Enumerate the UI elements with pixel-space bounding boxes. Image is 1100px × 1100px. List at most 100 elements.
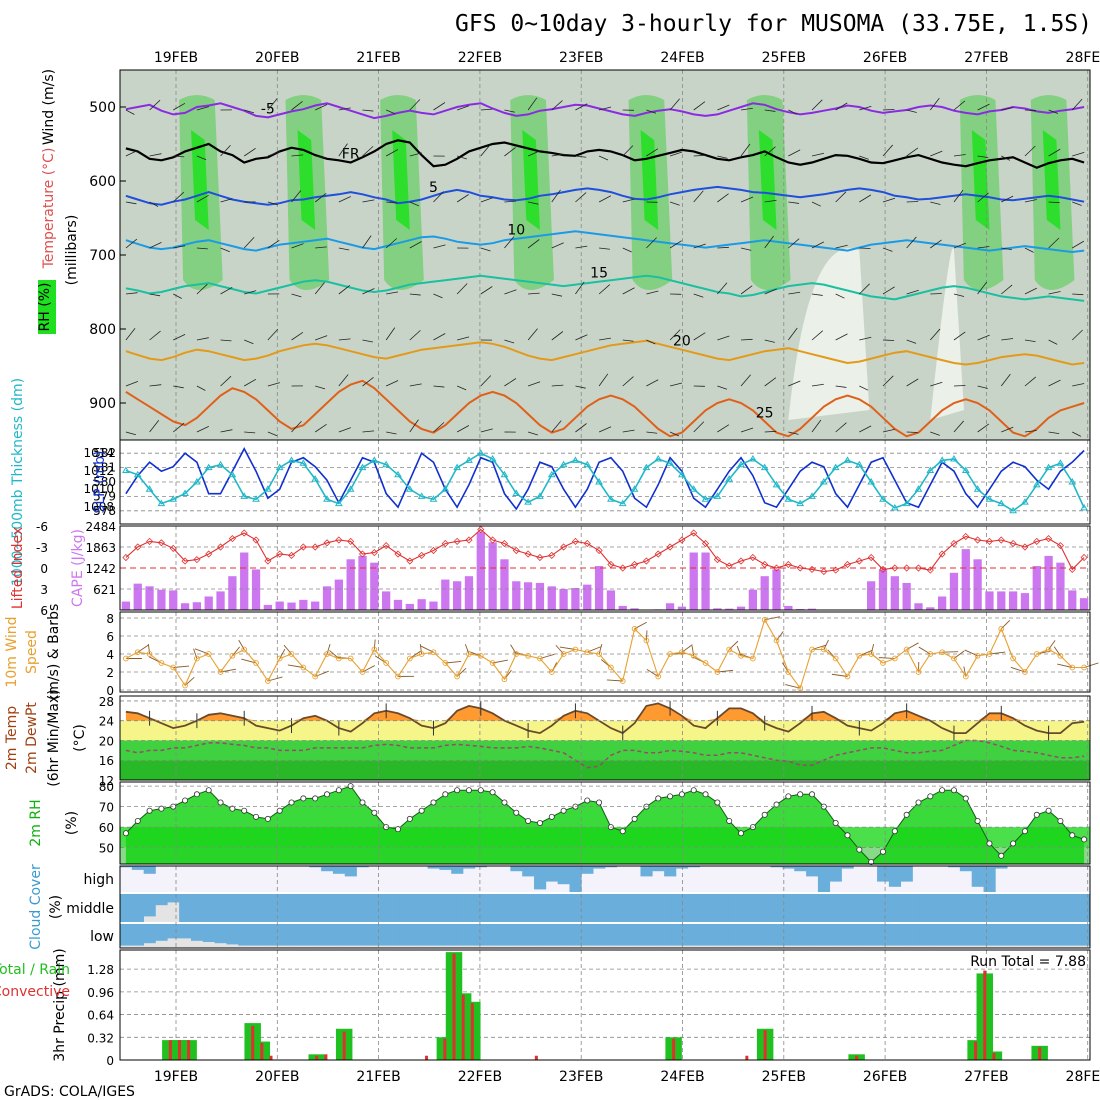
wind-barb — [149, 420, 160, 433]
series-marker — [997, 499, 1006, 507]
series-marker — [973, 485, 982, 492]
wind-barb — [1024, 145, 1036, 157]
li-marker — [205, 550, 213, 558]
wind-marker — [584, 649, 591, 656]
series-marker — [689, 485, 698, 492]
cape-bar — [346, 559, 355, 610]
cape-bar — [358, 555, 367, 610]
series-marker — [382, 460, 391, 468]
wind-barb — [906, 378, 919, 387]
cloud-bar — [675, 894, 689, 922]
wind-barb — [740, 374, 751, 387]
wind-barb — [953, 420, 964, 433]
cloud-bar — [285, 894, 298, 922]
li-marker — [1045, 535, 1053, 543]
bottom-day-label: 24FEB — [660, 1069, 704, 1085]
wind-barb — [930, 431, 940, 436]
series-marker — [394, 470, 402, 478]
wind-barb — [172, 422, 185, 433]
cape-bar — [133, 583, 142, 610]
wind-barb — [315, 104, 328, 111]
li-marker — [595, 546, 603, 555]
wind-barb — [693, 154, 706, 157]
cloud-bar — [557, 924, 570, 946]
y-tick-label: 8 — [106, 612, 114, 626]
wind-marker — [631, 625, 638, 632]
wind-barb — [669, 151, 683, 157]
li-marker — [560, 543, 568, 551]
cloud-bar — [877, 894, 890, 922]
cloud-bar — [664, 866, 677, 877]
cloud-bar — [664, 894, 677, 922]
top-day-label: 26FEB — [863, 50, 907, 66]
precip-convective-bar — [974, 1041, 978, 1060]
rh-marker — [312, 795, 319, 802]
cloud-bar — [711, 894, 724, 922]
wind-barb — [220, 429, 233, 433]
wind-barb — [409, 152, 422, 157]
y-tick-label: 4 — [106, 648, 114, 662]
cloud-bar — [474, 866, 488, 868]
cloud-bar — [1019, 894, 1032, 922]
wind-barb — [527, 381, 541, 387]
cape-bar — [878, 569, 888, 610]
precip-convective-bar — [763, 1030, 767, 1060]
cloud-bar — [995, 866, 1008, 869]
wind-marker — [619, 678, 626, 684]
rh-marker — [418, 807, 425, 814]
y-tick-label: 16 — [99, 754, 114, 768]
wind-barb — [220, 198, 233, 203]
wind-barb — [811, 241, 825, 249]
cloud-bar — [167, 924, 180, 939]
cloud-bar — [770, 866, 783, 868]
li-marker — [855, 557, 863, 565]
rh-marker — [406, 815, 413, 822]
li-marker — [311, 543, 319, 551]
li-marker — [1021, 543, 1029, 551]
wind-barb — [740, 427, 754, 433]
wind-barb — [930, 239, 942, 249]
li-marker — [843, 560, 852, 569]
bottom-day-label: 26FEB — [863, 1069, 907, 1085]
wind-barb — [764, 288, 777, 295]
wind-barb — [480, 108, 493, 111]
cloud-bar — [959, 924, 973, 946]
wind-barb — [1001, 107, 1014, 111]
wind-barb — [859, 385, 869, 391]
wind-marker — [205, 651, 212, 657]
cloud-bar — [238, 924, 251, 946]
wind-barb — [315, 246, 327, 249]
wind-marker — [501, 676, 508, 683]
rh-marker — [974, 817, 981, 824]
cloud-bar — [829, 866, 842, 882]
cloud-bar — [120, 866, 133, 868]
top-day-label: 24FEB — [660, 50, 704, 66]
series-marker — [1032, 480, 1041, 488]
bottom-day-label: 25FEB — [762, 1069, 806, 1085]
y-label-temp1: 2m Temp — [4, 706, 20, 770]
wind-marker — [466, 651, 472, 657]
panel-frame — [119, 949, 1091, 1061]
cape-bar — [370, 562, 379, 610]
series-marker — [630, 485, 639, 492]
cloud-bar — [321, 866, 334, 872]
li-marker — [938, 550, 946, 558]
wind-marker — [1033, 651, 1040, 657]
cloud-bar — [155, 894, 168, 906]
wind-barb — [1024, 199, 1037, 203]
cape-bar — [121, 601, 131, 610]
panel-frame — [119, 525, 1091, 611]
wind-barb — [1072, 431, 1082, 437]
y-label-cape: CAPE (J/kg) — [70, 529, 86, 607]
wind-marker — [655, 673, 662, 680]
precip-convective-bar — [269, 1055, 273, 1060]
wind-barb — [555, 644, 564, 655]
li-marker — [1068, 565, 1076, 573]
wind-barb — [929, 97, 940, 111]
cloud-bar — [794, 924, 807, 946]
rh-very-moist-band — [522, 130, 540, 230]
rh-marker — [193, 791, 200, 798]
wind-barb — [1024, 247, 1034, 253]
wind-barb — [409, 99, 421, 111]
wind-marker — [158, 660, 165, 666]
